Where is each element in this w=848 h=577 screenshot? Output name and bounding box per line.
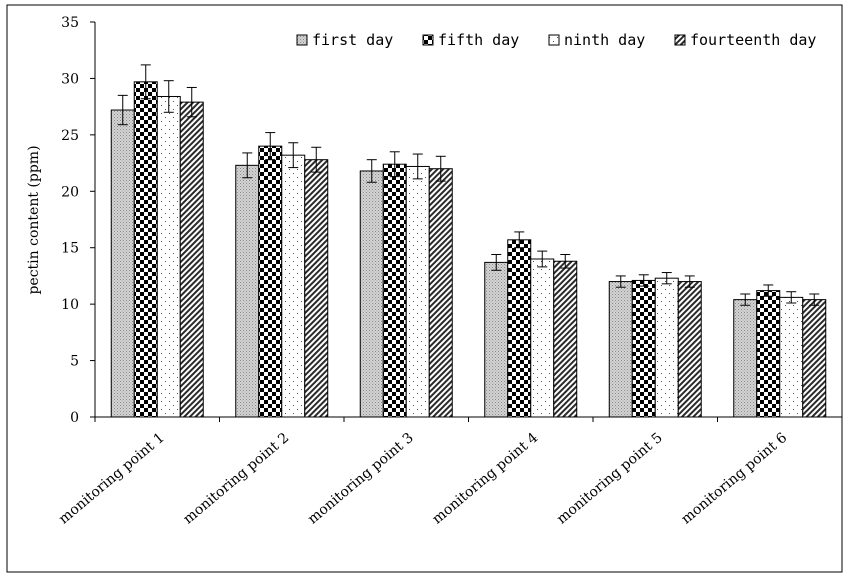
legend-swatch: [674, 34, 686, 46]
bar: [133, 81, 158, 418]
bar: [382, 163, 407, 418]
legend-entry-label: first day: [312, 31, 393, 49]
y-tick-label: 0: [70, 410, 79, 426]
bar: [235, 164, 260, 418]
bar: [156, 95, 181, 418]
y-tick-label: 5: [70, 354, 79, 370]
bar: [484, 261, 509, 418]
bar: [631, 279, 656, 418]
bar: [179, 101, 204, 418]
y-tick-label: 10: [61, 297, 79, 313]
bar: [507, 239, 532, 418]
legend-entry-label: ninth day: [564, 31, 645, 49]
bar: [110, 109, 135, 418]
x-tick-label: monitoring point 2: [180, 430, 292, 528]
legend-swatch: [422, 34, 434, 46]
bar: [802, 299, 827, 418]
bar: [428, 168, 453, 418]
y-tick-label: 15: [61, 241, 79, 257]
y-tick-label: 30: [61, 71, 79, 87]
bar: [530, 258, 555, 418]
legend-entry-label: fourteenth day: [690, 31, 816, 49]
bar: [608, 281, 633, 418]
legend-swatch: [548, 34, 560, 46]
bar: [405, 165, 430, 418]
bar: [654, 277, 679, 418]
x-tick-label: monitoring point 1: [56, 430, 168, 528]
x-tick-label: monitoring point 5: [554, 430, 666, 528]
bar: [779, 296, 804, 418]
legend-entry-label: fifth day: [438, 31, 519, 49]
y-tick-label: 35: [61, 15, 79, 31]
y-tick-label: 25: [61, 128, 79, 144]
bar: [258, 145, 283, 418]
bar: [733, 299, 758, 418]
bar: [756, 290, 781, 418]
x-tick-label: monitoring point 4: [429, 430, 541, 528]
bar: [304, 159, 329, 418]
y-tick-label: 20: [61, 184, 79, 200]
x-tick-label: monitoring point 6: [678, 430, 790, 528]
bar: [281, 154, 306, 418]
bar: [553, 260, 578, 418]
chart-frame: [6, 4, 843, 573]
bar: [677, 281, 702, 418]
bar: [359, 170, 384, 418]
y-axis-label: pectin content (ppm): [26, 145, 42, 294]
legend-swatch: [296, 34, 308, 46]
x-tick-label: monitoring point 3: [305, 430, 417, 528]
legend: first day fifth day ninth day fourteenth da…: [296, 31, 816, 49]
